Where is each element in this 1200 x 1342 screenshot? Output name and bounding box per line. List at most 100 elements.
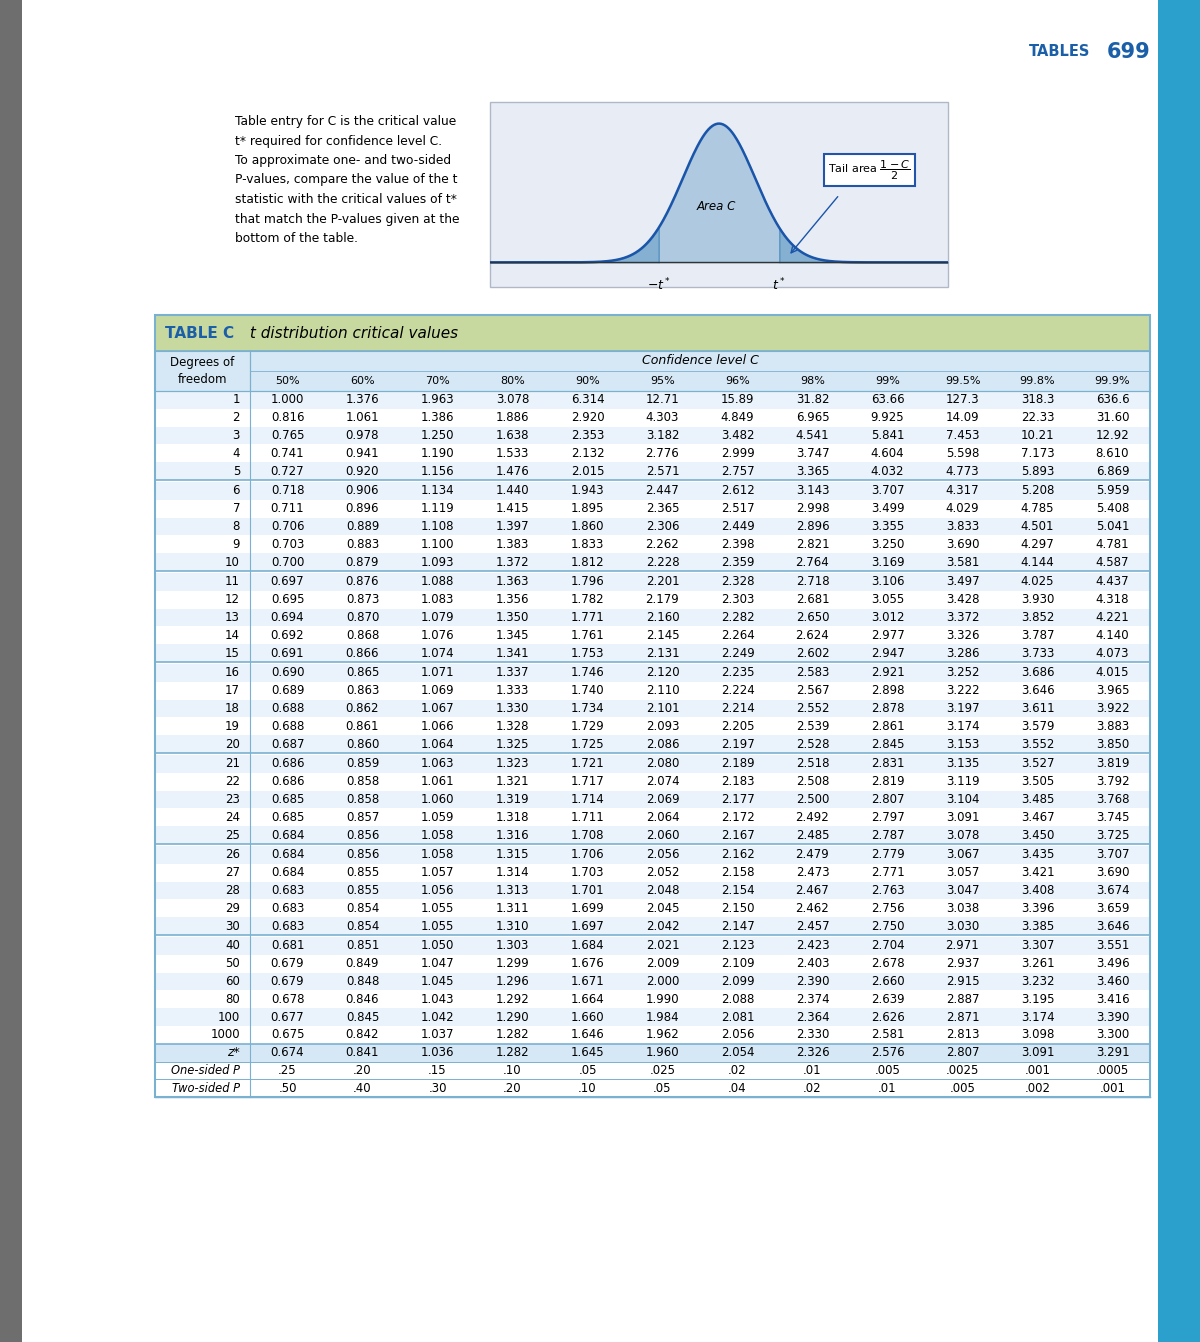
Text: 11: 11 [226,576,240,588]
Text: 0.688: 0.688 [271,702,304,715]
Text: 2.807: 2.807 [946,1047,979,1059]
Text: 2.467: 2.467 [796,884,829,896]
Text: 3.153: 3.153 [946,738,979,750]
Text: 3.286: 3.286 [946,647,979,660]
Text: .25: .25 [278,1064,296,1078]
Bar [155,917,1150,935]
Text: 1.323: 1.323 [496,757,529,770]
Text: 1.066: 1.066 [421,719,455,733]
Text: 1.341: 1.341 [496,647,529,660]
Text: .002: .002 [1025,1082,1050,1095]
Text: 0.688: 0.688 [271,719,304,733]
Bar [155,609,1150,627]
Bar [155,573,1150,590]
Text: 31.82: 31.82 [796,393,829,407]
Text: 1.079: 1.079 [421,611,455,624]
Text: 1.050: 1.050 [421,939,454,953]
Text: 3.174: 3.174 [946,719,979,733]
Bar [155,882,1150,899]
Text: 5.041: 5.041 [1096,519,1129,533]
Text: 1.047: 1.047 [421,957,455,970]
Text: 1.645: 1.645 [571,1047,605,1059]
Text: 2.074: 2.074 [646,776,679,788]
Text: 60%: 60% [350,376,374,386]
Text: 3.385: 3.385 [1021,919,1054,933]
Text: 2.797: 2.797 [871,811,905,824]
Text: 1.296: 1.296 [496,976,529,988]
Text: 16: 16 [226,667,240,679]
Text: 4.318: 4.318 [1096,593,1129,607]
Text: 1.740: 1.740 [571,684,605,698]
Text: 2.449: 2.449 [721,519,755,533]
Text: 1.990: 1.990 [646,993,679,1005]
Text: 3.012: 3.012 [871,611,905,624]
Text: 0.718: 0.718 [271,484,305,498]
Text: 2.167: 2.167 [721,828,755,841]
Text: 0.849: 0.849 [346,957,379,970]
Text: 2.678: 2.678 [871,957,905,970]
Text: 0.677: 0.677 [271,1011,305,1024]
Text: 2.081: 2.081 [721,1011,755,1024]
Text: 1.282: 1.282 [496,1047,529,1059]
Text: 3.078: 3.078 [946,828,979,841]
Text: 1.684: 1.684 [571,939,605,953]
Text: 2.224: 2.224 [721,684,755,698]
Text: 0.683: 0.683 [271,884,304,896]
Text: 2.539: 2.539 [796,719,829,733]
Text: 2.390: 2.390 [796,976,829,988]
Text: 0.681: 0.681 [271,939,305,953]
Bar [155,553,1150,570]
Text: 2.306: 2.306 [646,519,679,533]
Text: 1.638: 1.638 [496,429,529,442]
Text: 0.703: 0.703 [271,538,304,550]
Text: 2.162: 2.162 [721,848,755,862]
Text: 3.922: 3.922 [1096,702,1129,715]
Text: 2.571: 2.571 [646,464,679,478]
Text: 4.604: 4.604 [871,447,905,460]
Text: 28: 28 [226,884,240,896]
Text: 4.221: 4.221 [1096,611,1129,624]
Text: 2.359: 2.359 [721,556,755,569]
Text: Tail area $\dfrac{1-C}{2}$: Tail area $\dfrac{1-C}{2}$ [828,158,911,181]
Text: 3.047: 3.047 [946,884,979,896]
Text: 1.314: 1.314 [496,866,529,879]
Text: 0.861: 0.861 [346,719,379,733]
Text: 3.261: 3.261 [1021,957,1055,970]
Text: 3.408: 3.408 [1021,884,1054,896]
Text: 1.063: 1.063 [421,757,455,770]
Text: 0.683: 0.683 [271,919,304,933]
Text: 60: 60 [226,976,240,988]
Text: Degrees of
freedom: Degrees of freedom [170,356,235,386]
Text: 2.704: 2.704 [871,939,905,953]
Text: 1.303: 1.303 [496,939,529,953]
Text: 1.397: 1.397 [496,519,529,533]
Text: 4.541: 4.541 [796,429,829,442]
Text: 2.009: 2.009 [646,957,679,970]
Text: 0.854: 0.854 [346,902,379,915]
Text: 7: 7 [233,502,240,515]
Text: 3.745: 3.745 [1096,811,1129,824]
Text: 2.042: 2.042 [646,919,679,933]
Text: 3.747: 3.747 [796,447,829,460]
Text: 0.683: 0.683 [271,902,304,915]
Bar [155,899,1150,917]
Text: 4: 4 [233,447,240,460]
Text: 6.965: 6.965 [796,411,829,424]
Text: 4.781: 4.781 [1096,538,1129,550]
Text: 0.978: 0.978 [346,429,379,442]
Text: 4.785: 4.785 [1021,502,1055,515]
Text: 1.330: 1.330 [496,702,529,715]
Text: .50: .50 [278,1082,296,1095]
Text: 3.497: 3.497 [946,576,979,588]
Text: 99.8%: 99.8% [1020,376,1055,386]
Text: 3.833: 3.833 [946,519,979,533]
Text: 1.771: 1.771 [571,611,605,624]
Text: 2.177: 2.177 [721,793,755,807]
Text: 3.787: 3.787 [1021,629,1055,641]
Text: 2.518: 2.518 [796,757,829,770]
Text: 2.172: 2.172 [721,811,755,824]
Text: 70%: 70% [425,376,450,386]
Text: 2.099: 2.099 [721,976,755,988]
Text: 23: 23 [226,793,240,807]
Text: 3.169: 3.169 [871,556,905,569]
